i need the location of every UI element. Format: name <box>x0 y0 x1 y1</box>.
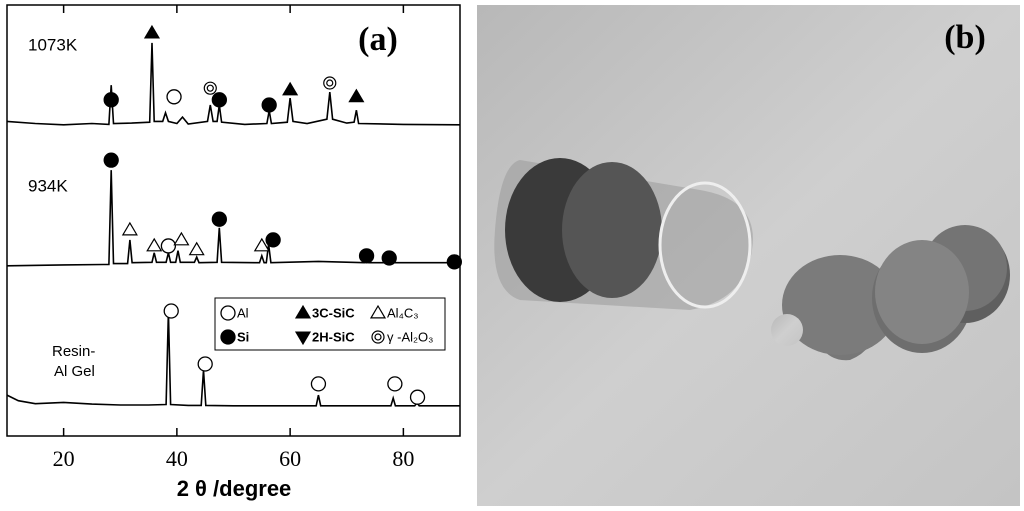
legend-symbol <box>294 304 312 319</box>
peak-marker <box>446 254 462 270</box>
peak-marker <box>348 88 365 103</box>
legend-box <box>214 297 446 351</box>
peak-marker <box>253 237 270 252</box>
peak-marker <box>211 92 227 108</box>
peak-marker <box>160 238 177 254</box>
peak-marker <box>282 81 299 96</box>
x-tick-label: 80 <box>392 446 414 471</box>
peak-marker <box>381 250 397 266</box>
panel-label: (b) <box>944 19 986 56</box>
peak-marker <box>261 97 277 113</box>
trace <box>6 42 461 126</box>
peak-marker <box>166 89 182 105</box>
legend-symbol <box>369 304 387 319</box>
legend-label: 3C-SiC <box>312 305 355 320</box>
peak-marker <box>197 356 213 372</box>
series-label: Resin-Al Gel <box>52 343 95 380</box>
series-label: 934K <box>28 176 68 195</box>
peak-marker <box>211 211 227 227</box>
legend-label: 2H-SiC <box>312 329 355 344</box>
legend-symbol <box>220 305 236 321</box>
peak-marker <box>203 81 217 95</box>
x-tick-label: 40 <box>166 446 188 471</box>
marker-inner <box>326 79 334 87</box>
x-tick-label: 20 <box>53 446 75 471</box>
peak-marker <box>265 232 281 248</box>
peak-marker <box>143 24 161 39</box>
legend-symbol <box>220 329 236 345</box>
x-axis-title: 2 θ /degree <box>177 476 292 501</box>
peak-marker <box>103 152 119 168</box>
legend-symbol <box>294 331 312 346</box>
legend-symbol <box>371 330 385 344</box>
x-tick-label: 60 <box>279 446 301 471</box>
peak-marker <box>163 303 179 319</box>
peak-marker <box>358 248 375 264</box>
legend-label: Si <box>237 329 249 344</box>
panel-label: (a) <box>358 21 398 58</box>
series-label: 1073K <box>28 35 78 54</box>
peak-marker <box>387 376 403 392</box>
marker-inner <box>374 333 382 341</box>
plot-frame <box>6 4 461 437</box>
peak-marker <box>188 241 205 256</box>
marker-inner <box>206 84 214 92</box>
legend-label: Al₄C₃ <box>387 305 419 320</box>
peak-marker <box>173 231 190 246</box>
peak-marker <box>323 76 337 90</box>
trace <box>6 170 460 267</box>
legend-label: Al <box>237 305 249 320</box>
legend-label: γ -Al₂O₃ <box>387 329 433 344</box>
peak-marker <box>310 376 327 392</box>
trace <box>6 311 460 407</box>
photo: (b) <box>477 5 1020 506</box>
peak-marker <box>146 237 163 252</box>
peak-marker <box>121 221 138 236</box>
peak-marker <box>409 389 426 405</box>
peak-marker <box>103 92 119 108</box>
